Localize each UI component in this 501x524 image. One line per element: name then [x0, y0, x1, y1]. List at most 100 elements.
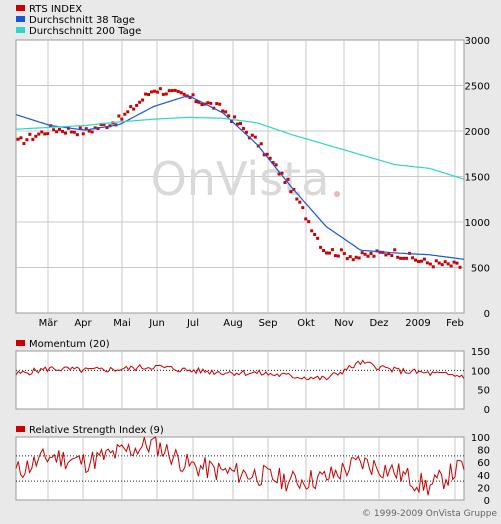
price-mark: [416, 260, 420, 264]
y-tick-label: 0: [484, 496, 490, 507]
y-tick-label: 150: [471, 347, 490, 358]
legend-label-ma38: Durchschnitt 38 Tage: [29, 15, 135, 26]
y-tick-label: 20: [477, 483, 490, 494]
price-mark: [319, 245, 323, 249]
price-mark: [313, 232, 317, 236]
y-tick-label: 500: [471, 264, 490, 275]
price-mark: [194, 100, 198, 104]
price-mark: [63, 131, 67, 135]
price-mark: [402, 256, 406, 260]
price-mark: [431, 265, 435, 269]
price-mark: [316, 236, 320, 240]
price-mark: [84, 127, 88, 131]
price-mark: [446, 262, 450, 266]
price-mark: [262, 153, 266, 157]
price-mark: [117, 114, 121, 118]
price-mark: [268, 156, 272, 160]
price-mark: [123, 112, 127, 116]
price-mark: [176, 89, 180, 93]
price-mark: [440, 263, 444, 267]
price-mark: [60, 129, 64, 133]
price-mark: [126, 110, 130, 114]
price-mark: [414, 258, 418, 262]
rsi-swatch: [16, 426, 25, 432]
x-tick-label: Okt: [297, 318, 315, 329]
price-mark: [322, 249, 326, 253]
price-mark: [158, 87, 162, 91]
price-mark: [102, 122, 106, 126]
price-mark: [28, 132, 32, 136]
price-mark: [188, 96, 192, 100]
price-mark: [161, 92, 165, 96]
y-tick-label: 1500: [465, 173, 490, 184]
x-tick-label: Feb: [446, 318, 464, 329]
price-mark: [221, 109, 225, 113]
price-mark: [253, 135, 257, 139]
price-mark: [390, 254, 394, 258]
price-mark: [209, 101, 213, 105]
price-mark: [366, 254, 370, 258]
price-mark: [78, 126, 82, 130]
legend-swatch-ma38: [16, 16, 25, 22]
x-tick-label: Mai: [113, 318, 131, 329]
price-mark: [200, 103, 204, 107]
price-mark: [342, 252, 346, 256]
price-mark: [236, 122, 240, 126]
price-mark: [25, 138, 29, 142]
price-mark: [458, 265, 462, 269]
price-mark: [164, 92, 168, 96]
price-mark: [437, 261, 441, 265]
price-mark: [144, 92, 148, 96]
price-mark: [87, 129, 91, 133]
price-mark: [265, 152, 269, 156]
price-mark: [72, 130, 76, 134]
price-mark: [238, 121, 242, 125]
rsi-title-text: Relative Strength Index (9): [29, 425, 164, 436]
price-mark: [90, 130, 94, 134]
y-tick-label: 2000: [465, 127, 490, 138]
price-mark: [330, 248, 334, 252]
price-mark: [147, 93, 151, 97]
price-mark: [298, 200, 302, 204]
price-mark: [227, 114, 231, 118]
price-mark: [369, 251, 373, 255]
price-mark: [384, 253, 388, 257]
price-mark: [259, 142, 263, 146]
watermark-logo: OnVista: [151, 152, 330, 206]
price-mark: [307, 220, 311, 224]
legend-label-ma200: Durchschnitt 200 Tage: [29, 26, 142, 37]
price-mark: [37, 132, 41, 136]
price-mark: [283, 181, 287, 185]
momentum-swatch: [16, 340, 25, 346]
momentum-line: [15, 359, 465, 381]
ma38-line: [15, 95, 465, 260]
price-mark: [289, 190, 293, 194]
price-mark: [215, 102, 219, 106]
price-mark: [351, 258, 355, 262]
price-mark: [120, 117, 124, 121]
price-mark: [69, 130, 73, 134]
price-mark: [129, 105, 133, 109]
price-mark: [233, 115, 237, 119]
price-mark: [244, 130, 248, 134]
price-mark: [55, 130, 59, 134]
price-mark: [360, 251, 364, 255]
x-tick-label: Jul: [186, 318, 199, 329]
x-tick-label: Aug: [223, 318, 243, 329]
price-mark: [336, 254, 340, 258]
price-mark: [333, 254, 337, 258]
price-mark: [274, 163, 278, 167]
x-tick-label: Nov: [334, 318, 354, 329]
price-mark: [455, 261, 459, 265]
price-mark: [22, 142, 26, 146]
price-mark: [31, 137, 35, 141]
y-tick-label: 100: [471, 366, 490, 377]
ma200-line: [15, 116, 465, 180]
price-mark: [182, 92, 186, 96]
price-mark: [428, 262, 432, 266]
legend-item-ma38: Durchschnitt 38 Tage: [16, 15, 135, 27]
price-mark: [425, 261, 429, 265]
price-mark: [52, 128, 56, 132]
price-mark: [345, 257, 349, 261]
price-mark: [434, 259, 438, 263]
